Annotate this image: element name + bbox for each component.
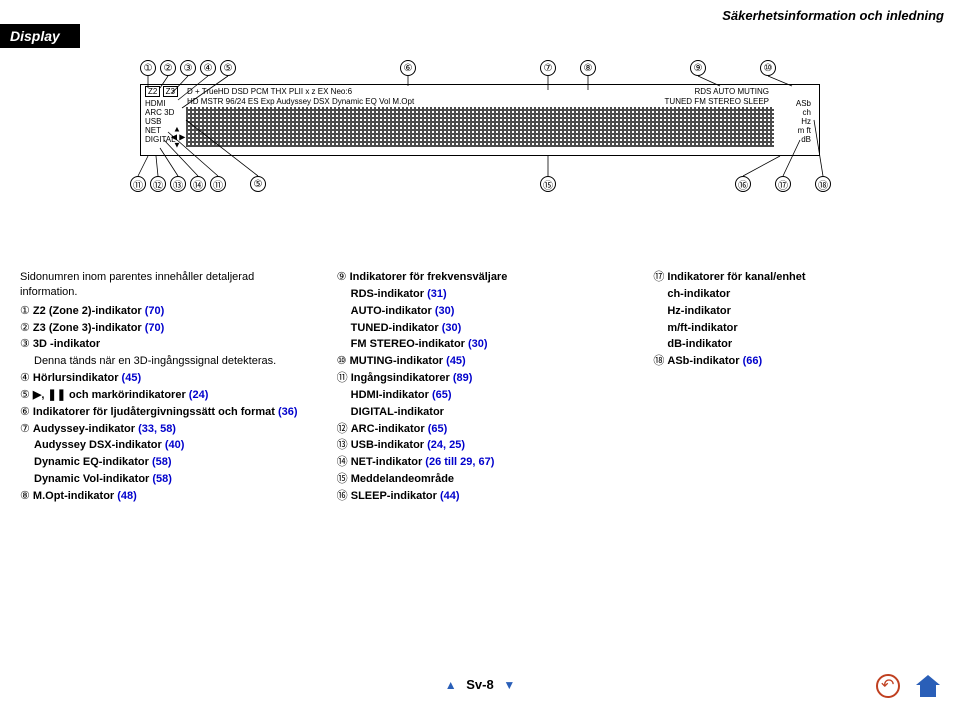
left-labels: HDMI ARC 3D USB NET DIGITAL <box>145 99 176 144</box>
marker-13: ⑬ <box>170 176 186 192</box>
col-right: ⑰ Indikatorer för kanal/enhet ch-indikato… <box>653 270 940 506</box>
intro-text: Sidonumren inom parentes innehåller deta… <box>20 270 307 300</box>
marker-2: ② <box>160 60 176 76</box>
list-item: ⑨ Indikatorer för frekvensväljare <box>337 270 624 285</box>
list-item: ① Z2 (Zone 2)-indikator (70) <box>20 304 307 319</box>
list-sub: m/ft-indikator <box>653 321 940 336</box>
list-item: ⑩ MUTING-indikator (45) <box>337 354 624 369</box>
right-units: ASb ch Hz m ft dB <box>796 99 811 144</box>
marker-4: ④ <box>200 60 216 76</box>
marker-7: ⑦ <box>540 60 556 76</box>
col-mid: ⑨ Indikatorer för frekvensväljare RDS-ind… <box>337 270 624 506</box>
marker-17: ⑰ <box>775 176 791 192</box>
list-sub: dB-indikator <box>653 337 940 352</box>
list-sub: DIGITAL-indikator <box>337 405 624 420</box>
disp-row1: D + TrueHD DSD PCM THX PLII x z EX Neo:6 <box>187 87 773 96</box>
page-number: Sv-8 <box>466 677 493 692</box>
list-item: ⑦ Audyssey-indikator (33, 58) <box>20 422 307 437</box>
tri-right-icon[interactable]: ▼ <box>497 678 521 692</box>
marker-6: ⑥ <box>400 60 416 76</box>
marker-5b: ⑤ <box>250 176 266 192</box>
list-item: ⑬ USB-indikator (24, 25) <box>337 438 624 453</box>
marker-1: ① <box>140 60 156 76</box>
list-item: ⑯ SLEEP-indikator (44) <box>337 489 624 504</box>
list-sub: ch-indikator <box>653 287 940 302</box>
marker-11: ⑪ <box>130 176 146 192</box>
undo-icon[interactable] <box>876 674 900 698</box>
marker-5: ⑤ <box>220 60 236 76</box>
list-item: ⑥ Indikatorer för ljudåtergivningssätt o… <box>20 405 307 420</box>
marker-3: ③ <box>180 60 196 76</box>
marker-10: ⑩ <box>760 60 776 76</box>
list-item: ⑧ M.Opt-indikator (48) <box>20 489 307 504</box>
home-icon[interactable] <box>916 675 940 697</box>
marker-9: ⑨ <box>690 60 706 76</box>
list-sub: AUTO-indikator (30) <box>337 304 624 319</box>
list-item: ⑫ ARC-indikator (65) <box>337 422 624 437</box>
z-labels: Z2 Z3 <box>145 87 178 96</box>
list-sub: Dynamic Vol-indikator (58) <box>20 472 307 487</box>
list-item: ③ 3D -indikator <box>20 337 307 352</box>
list-sub: Audyssey DSX-indikator (40) <box>20 438 307 453</box>
tri-left-icon[interactable]: ▲ <box>439 678 463 692</box>
marker-14: ⑭ <box>190 176 206 192</box>
list-sub: Hz-indikator <box>653 304 940 319</box>
display-frame: D + TrueHD DSD PCM THX PLII x z EX Neo:6… <box>140 84 820 156</box>
dot-matrix <box>186 107 774 147</box>
breadcrumb: Säkerhetsinformation och inledning <box>722 8 944 23</box>
list-item: ② Z3 (Zone 3)-indikator (70) <box>20 321 307 336</box>
list-sub: Dynamic EQ-indikator (58) <box>20 455 307 470</box>
marker-8: ⑧ <box>580 60 596 76</box>
col-left: Sidonumren inom parentes innehåller deta… <box>20 270 307 506</box>
marker-18: ⑱ <box>815 176 831 192</box>
description-columns: Sidonumren inom parentes innehåller deta… <box>20 270 940 506</box>
list-sub: TUNED-indikator (30) <box>337 321 624 336</box>
display-diagram: ① ② ③ ④ ⑤ ⑥ ⑦ ⑧ ⑨ ⑩ D + TrueHD DSD PCM T… <box>0 60 960 260</box>
list-item: ⑱ ASb-indikator (66) <box>653 354 940 369</box>
disp-fm: TUNED FM STEREO SLEEP <box>665 97 769 106</box>
disp-rds: RDS AUTO MUTING <box>694 87 769 96</box>
list-item: ④ Hörlursindikator (45) <box>20 371 307 386</box>
marker-16: ⑯ <box>735 176 751 192</box>
list-sub: Denna tänds när en 3D-ingångssignal dete… <box>20 354 307 369</box>
list-item: ⑪ Ingångsindikatorer (89) <box>337 371 624 386</box>
list-item: ⑭ NET-indikator (26 till 29, 67) <box>337 455 624 470</box>
list-item: ⑮ Meddelandeområde <box>337 472 624 487</box>
list-sub: FM STEREO-indikator (30) <box>337 337 624 352</box>
footer-icons <box>876 674 940 698</box>
page-footer: ▲ Sv-8 ▼ <box>439 677 522 692</box>
section-tab: Display <box>0 24 80 48</box>
list-item: ⑰ Indikatorer för kanal/enhet <box>653 270 940 285</box>
marker-12: ⑫ <box>150 176 166 192</box>
marker-15: ⑮ <box>540 176 556 192</box>
marker-11b: ⑪ <box>210 176 226 192</box>
list-sub: HDMI-indikator (65) <box>337 388 624 403</box>
list-sub: RDS-indikator (31) <box>337 287 624 302</box>
list-item: ⑤ ▶, ❚❚ och markörindikatorer (24) <box>20 388 307 403</box>
